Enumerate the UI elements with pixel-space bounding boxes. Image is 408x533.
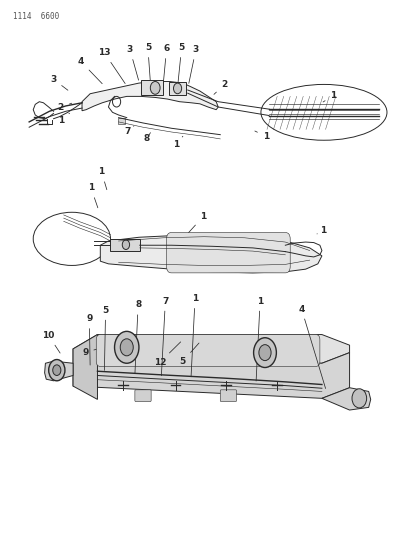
Text: 1: 1 bbox=[256, 296, 263, 381]
Text: 1: 1 bbox=[317, 226, 326, 235]
FancyBboxPatch shape bbox=[220, 390, 237, 401]
Text: 1: 1 bbox=[191, 294, 198, 377]
Circle shape bbox=[120, 339, 133, 356]
Text: 1: 1 bbox=[88, 183, 98, 208]
Polygon shape bbox=[100, 236, 322, 273]
FancyBboxPatch shape bbox=[166, 232, 290, 273]
Text: 6: 6 bbox=[164, 44, 170, 82]
Text: 7: 7 bbox=[162, 296, 169, 376]
Text: 1: 1 bbox=[173, 136, 183, 149]
Circle shape bbox=[254, 338, 276, 368]
FancyBboxPatch shape bbox=[169, 82, 186, 95]
Text: 5: 5 bbox=[102, 305, 109, 370]
Text: 1: 1 bbox=[58, 113, 69, 125]
Text: 4: 4 bbox=[298, 304, 326, 389]
Text: 1: 1 bbox=[188, 212, 206, 232]
FancyBboxPatch shape bbox=[135, 390, 151, 401]
Polygon shape bbox=[322, 387, 371, 410]
Circle shape bbox=[122, 240, 130, 249]
Text: 8: 8 bbox=[135, 300, 141, 374]
Circle shape bbox=[150, 82, 160, 94]
Polygon shape bbox=[73, 335, 98, 399]
Text: 5: 5 bbox=[178, 43, 185, 82]
Text: 1: 1 bbox=[323, 91, 337, 102]
Circle shape bbox=[53, 365, 61, 375]
Text: 1114  6600: 1114 6600 bbox=[13, 12, 59, 21]
Text: 7: 7 bbox=[124, 126, 134, 136]
FancyBboxPatch shape bbox=[118, 118, 125, 124]
Text: 4: 4 bbox=[78, 58, 102, 84]
Text: 9: 9 bbox=[82, 348, 96, 357]
Polygon shape bbox=[82, 82, 218, 111]
Text: 3: 3 bbox=[189, 45, 199, 83]
Text: 2: 2 bbox=[214, 80, 227, 94]
Text: 1: 1 bbox=[98, 167, 107, 190]
Circle shape bbox=[115, 332, 139, 364]
Circle shape bbox=[352, 389, 367, 408]
Text: 1: 1 bbox=[255, 131, 269, 141]
Circle shape bbox=[173, 83, 182, 94]
Text: 5: 5 bbox=[180, 343, 199, 366]
Circle shape bbox=[49, 360, 65, 381]
Text: 2: 2 bbox=[58, 102, 72, 111]
Text: 9: 9 bbox=[86, 314, 93, 365]
Text: 11: 11 bbox=[120, 343, 132, 362]
Polygon shape bbox=[44, 361, 73, 381]
FancyBboxPatch shape bbox=[96, 335, 320, 367]
Polygon shape bbox=[73, 335, 350, 364]
Polygon shape bbox=[73, 349, 350, 398]
Text: 8: 8 bbox=[144, 133, 151, 143]
Text: 3: 3 bbox=[127, 45, 139, 80]
Text: 10: 10 bbox=[42, 331, 60, 353]
Text: 5: 5 bbox=[145, 43, 151, 80]
Text: 12: 12 bbox=[154, 342, 181, 367]
Text: 3: 3 bbox=[51, 75, 68, 90]
Circle shape bbox=[259, 345, 271, 361]
FancyBboxPatch shape bbox=[111, 239, 140, 251]
Text: 13: 13 bbox=[98, 49, 125, 84]
FancyBboxPatch shape bbox=[141, 80, 163, 95]
